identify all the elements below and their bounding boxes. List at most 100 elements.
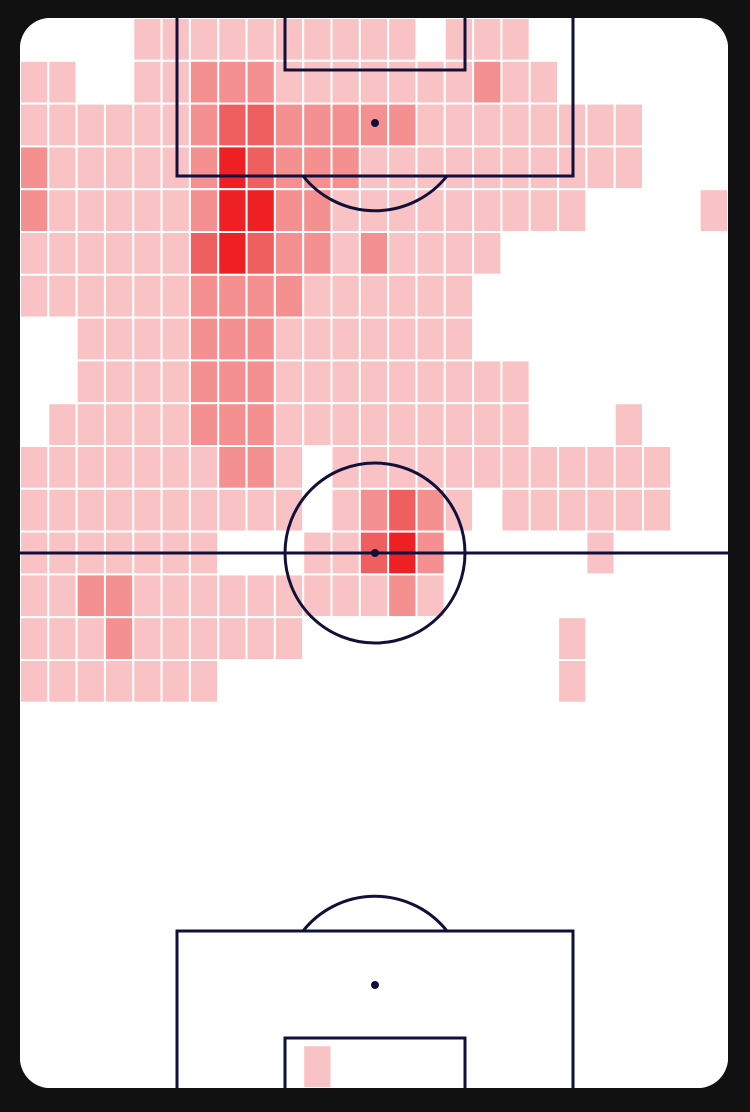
- heat-cell: [103, 102, 135, 148]
- heat-cell: [273, 231, 305, 276]
- heat-cell: [188, 359, 220, 405]
- heat-cell: [47, 102, 78, 148]
- heat-cell: [528, 487, 560, 533]
- heat-cell: [443, 402, 475, 448]
- heat-cell: [557, 445, 588, 490]
- heat-cell: [642, 445, 673, 490]
- heat-cell: [273, 359, 305, 405]
- heat-cell: [132, 102, 163, 148]
- heat-cell: [75, 102, 106, 148]
- heat-cell: [415, 359, 446, 405]
- goal-area: [283, 1036, 467, 1088]
- heat-cell: [47, 59, 78, 105]
- heat-cell: [20, 487, 50, 533]
- heat-cell: [472, 59, 503, 105]
- heat-cell: [245, 359, 276, 405]
- heat-cell: [585, 102, 616, 148]
- heat-cell: [358, 231, 390, 276]
- heat-cell: [217, 616, 248, 662]
- heat-cell: [302, 188, 333, 233]
- heat-cell: [387, 573, 418, 619]
- heat-cell: [47, 445, 78, 490]
- heat-cell: [20, 102, 50, 148]
- heat-cell: [160, 616, 191, 662]
- penalty-box: [175, 18, 575, 178]
- heat-cell: [103, 273, 135, 319]
- heat-cell: [273, 18, 305, 62]
- heat-cell: [698, 188, 728, 233]
- heat-cell: [500, 102, 531, 148]
- penalty-box: [175, 929, 575, 1088]
- heat-cell: [47, 659, 78, 704]
- heat-cell: [415, 231, 446, 276]
- heat-cell: [188, 573, 220, 619]
- heat-cell: [132, 59, 163, 105]
- heat-cell: [245, 402, 276, 448]
- center-circle: [283, 461, 467, 645]
- heat-cell: [273, 402, 305, 448]
- heat-cell: [47, 616, 78, 662]
- center-spot: [371, 549, 379, 557]
- heat-cell: [330, 59, 361, 105]
- heat-cell: [500, 359, 531, 405]
- heat-cell: [443, 359, 475, 405]
- heat-cell: [472, 231, 503, 276]
- heat-cell: [443, 188, 475, 233]
- heat-cell: [330, 359, 361, 405]
- heat-cell: [188, 59, 220, 105]
- heat-cell: [103, 188, 135, 233]
- heat-cell: [75, 487, 106, 533]
- heat-cell: [75, 402, 106, 448]
- heat-cell: [472, 102, 503, 148]
- heat-cell: [132, 359, 163, 405]
- heat-cell: [217, 59, 248, 105]
- heat-cell: [273, 616, 305, 662]
- heat-cell: [217, 145, 248, 191]
- heat-cell: [217, 18, 248, 62]
- heat-cell: [443, 231, 475, 276]
- heat-cell: [472, 402, 503, 448]
- heat-cell: [245, 231, 276, 276]
- heat-cell: [217, 273, 248, 319]
- heat-cell: [330, 18, 361, 62]
- heat-cell: [160, 659, 191, 704]
- heat-cell: [443, 316, 475, 362]
- heat-cell: [160, 188, 191, 233]
- heat-cell: [415, 402, 446, 448]
- heat-cell: [160, 573, 191, 619]
- heat-cell: [20, 445, 50, 490]
- heat-cell: [273, 188, 305, 233]
- heat-cell: [103, 445, 135, 490]
- heat-cell: [47, 145, 78, 191]
- heat-cell: [387, 487, 418, 533]
- heat-cell: [415, 316, 446, 362]
- heat-cell: [330, 231, 361, 276]
- heat-cell: [472, 188, 503, 233]
- heat-cell: [330, 145, 361, 191]
- heat-cell: [245, 487, 276, 533]
- heat-cell: [387, 231, 418, 276]
- heat-cell: [500, 445, 531, 490]
- heat-cell: [103, 487, 135, 533]
- heat-cell: [613, 145, 645, 191]
- heat-cell: [103, 231, 135, 276]
- heat-cell: [47, 573, 78, 619]
- heat-cell: [302, 359, 333, 405]
- heat-cell: [103, 573, 135, 619]
- heat-cell: [302, 102, 333, 148]
- heat-cell: [387, 102, 418, 148]
- heat-cell: [500, 145, 531, 191]
- heat-cell: [557, 616, 588, 662]
- heat-cell: [500, 402, 531, 448]
- heat-cell: [75, 145, 106, 191]
- heat-cell: [217, 445, 248, 490]
- heat-cell: [160, 402, 191, 448]
- heat-cell: [387, 402, 418, 448]
- heat-cell: [443, 102, 475, 148]
- heat-cell: [245, 573, 276, 619]
- heat-cell: [528, 102, 560, 148]
- heat-cell: [75, 316, 106, 362]
- heat-cell: [103, 659, 135, 704]
